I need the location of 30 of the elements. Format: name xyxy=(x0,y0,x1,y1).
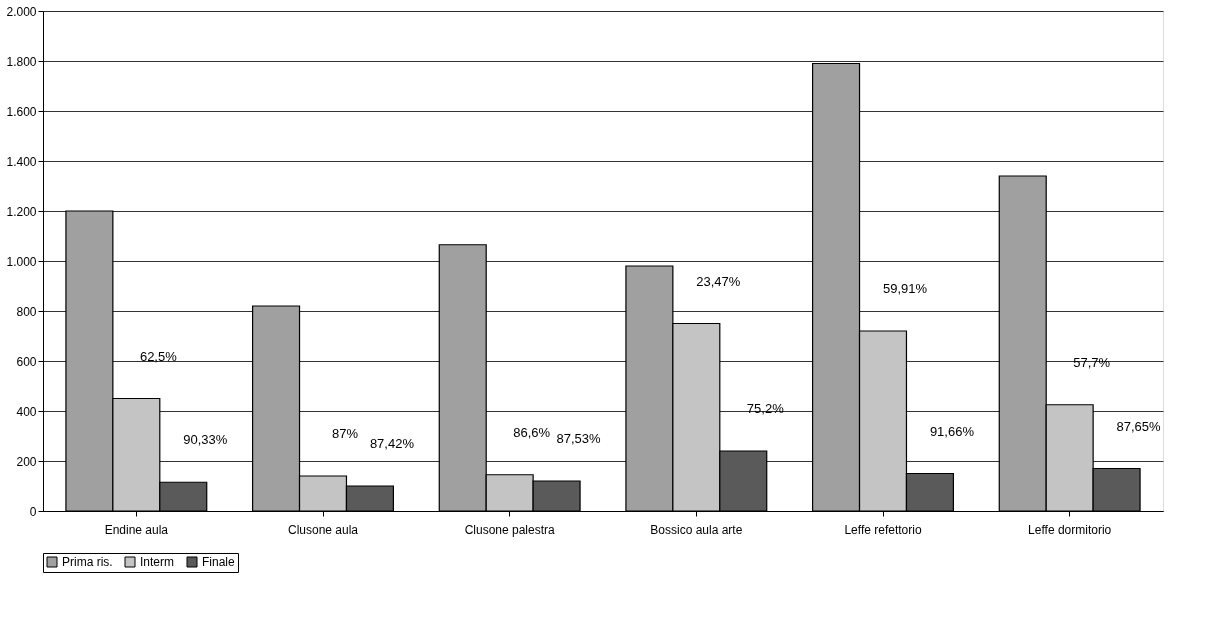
y-tick-label: 600 xyxy=(16,354,37,369)
y-tick-label: 200 xyxy=(16,454,37,469)
annotation: 59,91% xyxy=(882,281,928,296)
x-tick-label: Endine aula xyxy=(104,522,169,537)
annotation: 90,33% xyxy=(183,432,228,448)
y-tick-label: 1.600 xyxy=(6,104,37,119)
annotation: 87,53% xyxy=(556,431,602,446)
y-tick-label: 1.400 xyxy=(6,154,37,169)
x-tick-label: Bossico aula arte xyxy=(650,522,743,537)
annotation: 87,42% xyxy=(369,436,415,451)
y-tick-label: 1.800 xyxy=(6,54,37,69)
annotation: 23,47% xyxy=(696,273,741,289)
y-tick-label: 1.000 xyxy=(6,254,37,269)
x-tick-label: Clusone aula xyxy=(287,522,359,537)
legend-label: Interm xyxy=(140,555,175,569)
annotation: 87,65% xyxy=(1116,418,1162,434)
y-tick-label: 800 xyxy=(16,304,37,319)
y-tick-label: 0 xyxy=(29,504,37,519)
x-tick-label: Leffe dormitorio xyxy=(1028,522,1112,537)
annotation: 87% xyxy=(331,426,359,441)
legend-label: Finale xyxy=(202,555,236,569)
x-tick-label: Leffe refettorio xyxy=(844,522,922,537)
legend-label: Prima ris. xyxy=(62,555,113,569)
y-tick-label: 2.000 xyxy=(6,4,37,19)
x-tick-label: Clusone palestra xyxy=(464,522,556,537)
y-tick-label: 400 xyxy=(16,404,37,419)
annotation: 62,5% xyxy=(139,348,178,364)
y-tick-label: 1.200 xyxy=(6,204,37,219)
annotation: 86,6% xyxy=(513,424,551,440)
annotation: 91,66% xyxy=(929,423,975,439)
